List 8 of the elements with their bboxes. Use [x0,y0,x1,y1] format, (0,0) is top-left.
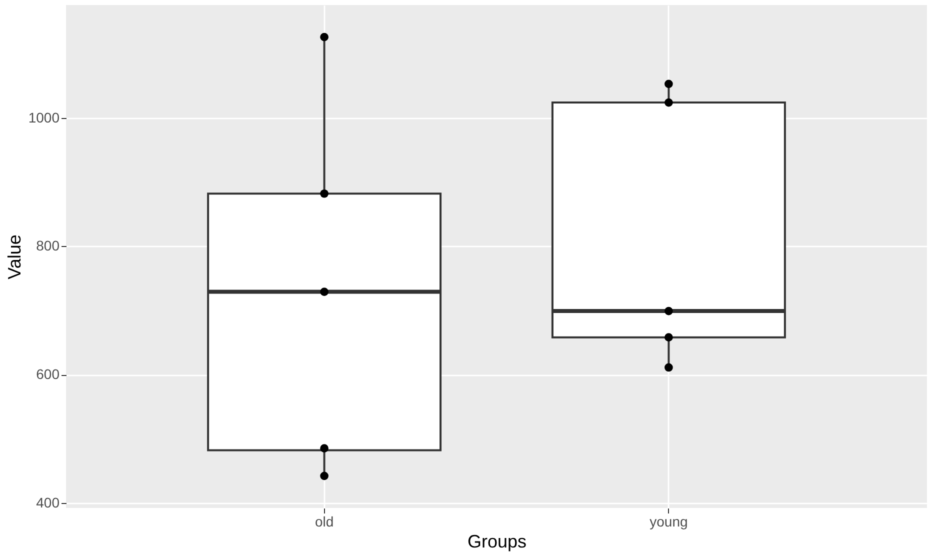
y-axis-title: Value [4,234,24,280]
y-tick-label: 1000 [28,109,60,126]
y-tick-label: 600 [36,366,60,382]
x-tick-label: young [650,514,688,530]
x-axis-title: Groups [467,532,527,552]
y-tick-label: 800 [36,238,60,254]
x-tick-label: old [314,514,334,530]
y-tick-label: 400 [36,494,60,510]
